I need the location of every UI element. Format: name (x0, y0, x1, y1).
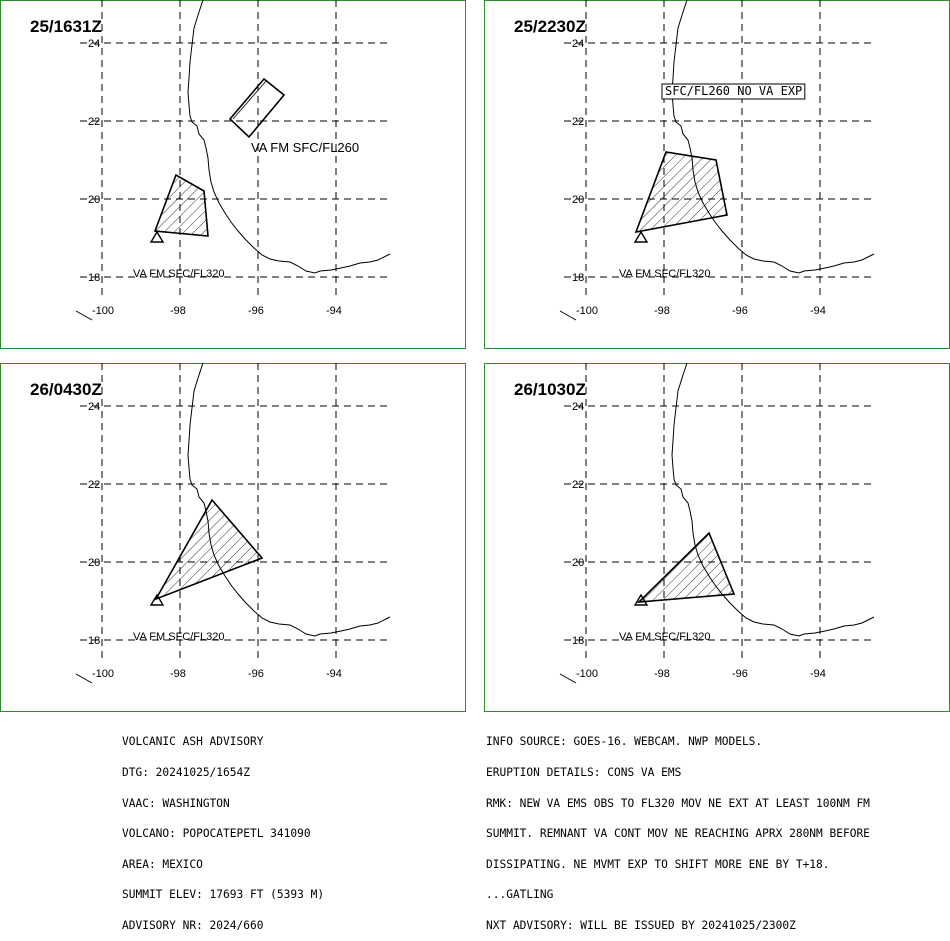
longitude-label: -94 (810, 668, 826, 680)
map-canvas-2: 24 22 20 18 -100 -98 -96 -94 SFC/FL260 NO VA EXP… (484, 0, 950, 349)
valid-time-label-3: 26/0430Z (30, 380, 102, 399)
longitude-label: -98 (170, 305, 186, 317)
latitude-label: 18 (88, 635, 100, 647)
latitude-label: 24 (88, 38, 100, 50)
map-panel-3: 24 22 20 18 -100 -98 -96 -94 VA FM SFC/FL320 26/… (0, 363, 466, 712)
advisory-remarks-block: INFO SOURCE: GOES-16. WEBCAM. NWP MODELS… (486, 717, 870, 941)
volcano-icon (149, 593, 165, 606)
advisory-line: ERUPTION DETAILS: CONS VA EMS (486, 766, 682, 779)
longitude-label: -100 (576, 305, 598, 317)
advisory-header-block: VOLCANIC ASH ADVISORY DTG: 20241025/1654… (122, 717, 324, 941)
advisory-line: DISSIPATING. NE MVMT EXP TO SHIFT MORE E… (486, 857, 830, 871)
volcano-icon (633, 230, 649, 243)
map-panel-2: 24 22 20 18 -100 -98 -96 -94 SFC/FL260 NO VA EXP… (484, 0, 950, 349)
latitude-label: 22 (572, 479, 584, 491)
map-canvas-3: 24 22 20 18 -100 -98 -96 -94 VA FM SFC/FL320 (0, 363, 466, 712)
latitude-label: 22 (88, 479, 100, 491)
latitude-label: 18 (572, 635, 584, 647)
map-panel-1: 24 22 20 18 -100 -98 -96 -94 VA FM SFC/FL260 VA F… (0, 0, 466, 349)
advisory-line: SUMMIT ELEV: 17693 FT (5393 M) (122, 888, 325, 902)
ash-cloud-polygon (154, 498, 264, 601)
valid-time-label-2: 25/2230Z (514, 17, 586, 36)
longitude-label: -96 (732, 668, 748, 680)
longitude-label: -100 (576, 668, 598, 680)
longitude-label: -96 (248, 668, 264, 680)
longitude-label: -94 (810, 305, 826, 317)
map-panel-4: 24 22 20 18 -100 -98 -96 -94 VA FM SFC/FL320 26/… (484, 363, 950, 712)
latitude-label: 20 (572, 557, 584, 569)
longitude-label: -98 (654, 668, 670, 680)
advisory-line: AREA: MEXICO (122, 857, 203, 871)
latitude-label: 20 (88, 194, 100, 206)
latitude-label: 20 (572, 194, 584, 206)
panel-frame (0, 363, 466, 712)
coastline (671, 0, 875, 274)
map-canvas-4: 24 22 20 18 -100 -98 -96 -94 VA FM SFC/FL320 (484, 363, 950, 712)
advisory-line: ADVISORY NR: 2024/660 (122, 918, 264, 932)
advisory-line: INFO SOURCE: GOES-16. WEBCAM. NWP MODELS… (486, 735, 763, 749)
latitude-label: 24 (572, 401, 584, 413)
ash-cloud-polygon (228, 77, 286, 139)
scale-tick (75, 673, 93, 684)
longitude-label: -98 (654, 305, 670, 317)
ash-cloud-label: VA FM SFC/FL320 (619, 268, 711, 280)
longitude-label: -98 (170, 668, 186, 680)
latitude-label: 18 (88, 272, 100, 284)
advisory-line: VAAC: WASHINGTON (122, 796, 230, 810)
no-ash-expected-box (661, 83, 806, 100)
valid-time-label-1: 25/1631Z (30, 17, 102, 36)
advisory-line: VOLCANO: POPOCATEPETL 341090 (122, 827, 311, 841)
longitude-label: -100 (92, 668, 114, 680)
coastline (187, 0, 391, 274)
ash-cloud-label: VA FM SFC/FL320 (619, 631, 711, 643)
valid-time-label-4: 26/1030Z (514, 380, 586, 399)
latitude-label: 20 (88, 557, 100, 569)
coastline (187, 363, 391, 637)
latitude-label: 22 (572, 116, 584, 128)
ash-cloud-label: VA FM SFC/FL260 (251, 140, 359, 155)
ash-cloud-polygon (634, 151, 728, 234)
ash-cloud-label: VA FM SFC/FL320 (133, 268, 225, 280)
advisory-line: NXT ADVISORY: WILL BE ISSUED BY 20241025… (486, 918, 796, 932)
longitude-label: -96 (732, 305, 748, 317)
ash-cloud-polygon (153, 173, 209, 237)
longitude-label: -100 (92, 305, 114, 317)
ash-box-hatch (232, 79, 268, 120)
volcano-icon (633, 593, 649, 606)
advisory-line: RMK: NEW VA EMS OBS TO FL320 MOV NE EXT … (486, 796, 870, 810)
panel-frame (0, 0, 466, 349)
ash-cloud-label: SFC/FL260 NO VA EXP (665, 84, 802, 98)
advisory-line: VOLCANIC ASH ADVISORY (122, 735, 264, 749)
longitude-label: -94 (326, 305, 342, 317)
advisory-line: ...GATLING (486, 888, 554, 902)
advisory-line: DTG: 20241025/1654Z (122, 766, 250, 779)
latitude-label: 22 (88, 116, 100, 128)
volcano-icon (149, 230, 165, 243)
latitude-label: 18 (572, 272, 584, 284)
latitude-label: 24 (572, 38, 584, 50)
map-canvas-1: 24 22 20 18 -100 -98 -96 -94 VA FM SFC/FL260 VA F… (0, 0, 466, 349)
ash-cloud-label: VA FM SFC/FL320 (133, 631, 225, 643)
longitude-label: -96 (248, 305, 264, 317)
latitude-label: 24 (88, 401, 100, 413)
longitude-label: -94 (326, 668, 342, 680)
scale-tick (559, 310, 577, 321)
ash-cloud-polygon (636, 531, 736, 603)
scale-tick (75, 310, 93, 321)
panel-frame (484, 363, 950, 712)
scale-tick (559, 673, 577, 684)
advisory-line: SUMMIT. REMNANT VA CONT MOV NE REACHING … (486, 827, 870, 841)
